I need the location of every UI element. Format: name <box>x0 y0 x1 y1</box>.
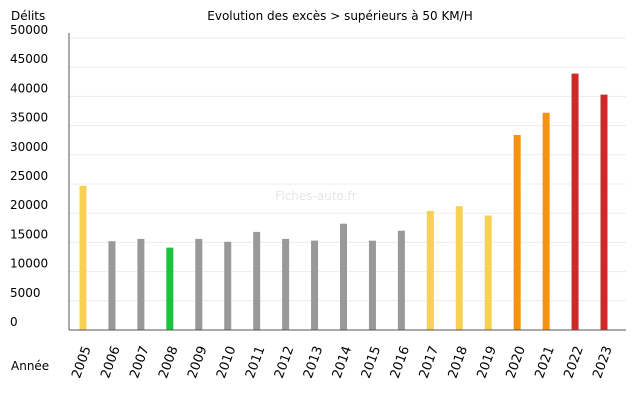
y-axis-ticks: 0 5000 10000 15000 20000 25000 30000 35000 40000… <box>10 23 48 329</box>
chart-title: Evolution des excès > supérieurs à 50 KM… <box>207 9 472 23</box>
bar-2009 <box>195 238 203 330</box>
x-tick-label: 2011 <box>243 344 268 380</box>
y-tick-label: 30000 <box>10 140 48 154</box>
bar-2006 <box>108 241 116 330</box>
bar-2010 <box>224 241 232 330</box>
bar-2007 <box>137 238 145 330</box>
x-tick-label: 2014 <box>330 344 355 380</box>
bar-2013 <box>311 240 319 330</box>
bar-2012 <box>282 238 290 330</box>
y-tick-label: 35000 <box>10 111 48 125</box>
watermark-text: Fiches-auto.fr <box>275 189 356 203</box>
bar-2016 <box>397 230 405 330</box>
x-tick-label: 2020 <box>504 344 529 380</box>
x-tick-label: 2016 <box>388 344 413 380</box>
y-tick-label: 45000 <box>10 52 48 66</box>
y-tick-label: 25000 <box>10 169 48 183</box>
x-tick-label: 2023 <box>590 344 615 380</box>
x-tick-label: 2006 <box>98 344 123 380</box>
x-tick-label: 2007 <box>127 344 152 380</box>
bar-2015 <box>368 240 376 330</box>
bar-2018 <box>455 206 463 330</box>
x-axis-ticks: 2005 2006 2007 2008 2009 2010 2011 2012 2013 2014… <box>69 344 615 380</box>
x-tick-label: 2021 <box>532 344 557 380</box>
bar-2023 <box>600 94 608 330</box>
y-axis-label: Délits <box>11 9 45 23</box>
x-tick-label: 2013 <box>301 344 326 380</box>
x-tick-label: 2019 <box>475 344 500 380</box>
x-tick-label: 2017 <box>417 344 442 380</box>
y-tick-label: 50000 <box>10 23 48 37</box>
y-tick-label: 10000 <box>10 257 48 271</box>
bar-2019 <box>484 215 492 330</box>
x-tick-label: 2022 <box>561 344 586 380</box>
bar-2005 <box>79 185 87 330</box>
bar-2022 <box>571 73 579 331</box>
x-tick-label: 2010 <box>214 344 239 380</box>
x-tick-label: 2005 <box>69 344 94 380</box>
y-tick-label: 15000 <box>10 227 48 241</box>
y-tick-label: 5000 <box>10 286 41 300</box>
bar-2008 <box>166 247 174 330</box>
x-tick-label: 2009 <box>185 344 210 380</box>
bar-2020 <box>513 134 521 330</box>
x-tick-label: 2018 <box>446 344 471 380</box>
x-tick-label: 2012 <box>272 344 297 380</box>
x-tick-label: 2008 <box>156 344 181 380</box>
y-tick-label: 40000 <box>10 81 48 95</box>
bars <box>79 73 608 331</box>
y-tick-label: 20000 <box>10 198 48 212</box>
bar-2021 <box>542 112 550 330</box>
bar-2017 <box>426 210 434 330</box>
x-tick-label: 2015 <box>359 344 384 380</box>
x-axis-label: Année <box>11 359 49 373</box>
bar-2011 <box>253 231 261 330</box>
grid-lines <box>69 37 626 302</box>
y-tick-label: 0 <box>10 315 18 329</box>
bar-2014 <box>340 223 347 330</box>
